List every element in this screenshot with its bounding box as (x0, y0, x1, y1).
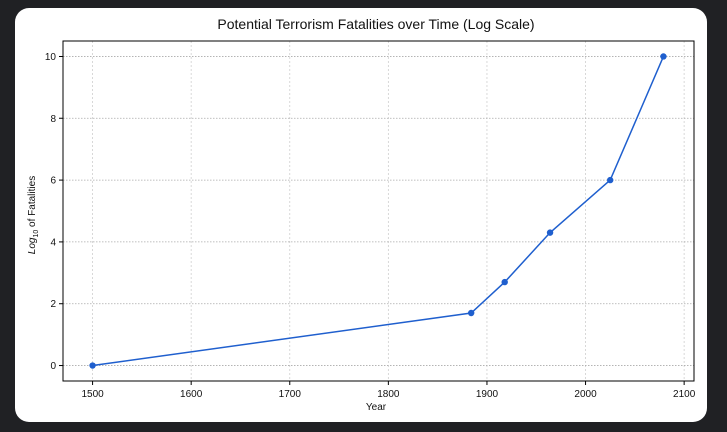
y-tick-label: 0 (50, 361, 56, 372)
plot-area (62, 40, 695, 382)
x-axis-ticks: 1500 1600 1700 1800 1900 2000 2100 (81, 381, 696, 400)
x-tick-label: 1900 (476, 389, 499, 400)
x-tick-label: 2000 (574, 389, 597, 400)
chart-card: Potential Terrorism Fatalities over Time… (15, 8, 707, 422)
y-tick-label: 6 (50, 176, 56, 187)
x-tick-label: 2100 (673, 389, 696, 400)
series-layer (89, 53, 667, 369)
y-axis-ticks: 0 2 4 6 8 10 (45, 52, 63, 372)
y-tick-label: 8 (50, 114, 56, 125)
series-line (92, 56, 665, 367)
data-point (546, 229, 554, 236)
x-axis-label: Year (366, 402, 387, 413)
y-axis-label: Log10 of Fatalities (27, 176, 40, 254)
data-point (660, 53, 667, 60)
y-axis-label-base: Log (27, 237, 38, 254)
grid-lines (63, 41, 694, 381)
data-point (606, 176, 614, 184)
x-tick-label: 1700 (279, 389, 302, 400)
y-tick-label: 2 (50, 299, 56, 310)
data-point (501, 278, 508, 286)
y-tick-label: 10 (45, 52, 57, 63)
y-axis-label-subscript: 10 (33, 230, 40, 238)
data-point (89, 362, 96, 369)
data-point (467, 309, 475, 317)
x-tick-label: 1800 (377, 389, 400, 400)
y-tick-label: 4 (50, 237, 56, 248)
chart-title: Potential Terrorism Fatalities over Time… (217, 16, 534, 32)
y-axis-label-rest: of Fatalities (27, 176, 38, 230)
x-tick-label: 1600 (180, 389, 203, 400)
line-chart: Potential Terrorism Fatalities over Time… (27, 16, 696, 413)
x-tick-label: 1500 (81, 389, 104, 400)
